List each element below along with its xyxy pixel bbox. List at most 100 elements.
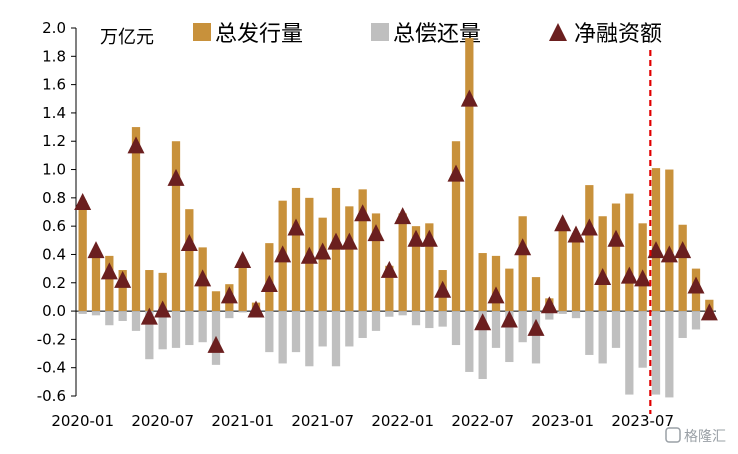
issuance-bar xyxy=(385,265,394,312)
issuance-bar xyxy=(638,223,647,312)
net-financing-marker xyxy=(500,310,518,328)
legend-marker-net-financing xyxy=(549,23,567,41)
repayment-bar xyxy=(145,311,154,360)
repayment-bar xyxy=(225,311,234,319)
net-financing-markers xyxy=(74,89,718,353)
issuance-bar xyxy=(465,37,474,312)
net-financing-marker xyxy=(380,260,398,278)
legend-swatch-issuance xyxy=(193,23,211,41)
repayment-bar xyxy=(345,311,354,347)
x-tick-label: 2023-01 xyxy=(531,412,594,430)
net-financing-marker xyxy=(434,280,452,298)
y-tick-label: 1.6 xyxy=(42,76,66,94)
issuance-bar xyxy=(345,206,354,312)
repayment-bar xyxy=(291,311,301,353)
net-financing-marker xyxy=(447,164,465,182)
issuance-bar xyxy=(145,270,154,312)
net-financing-marker xyxy=(580,218,598,236)
issuance-bar xyxy=(105,255,114,312)
repayment-bar xyxy=(131,311,141,331)
repayment-bar xyxy=(198,311,207,343)
net-financing-marker xyxy=(180,234,198,252)
net-financing-marker xyxy=(420,229,438,247)
y-tick-label: 1.0 xyxy=(42,161,66,179)
net-financing-marker xyxy=(527,318,545,336)
repayment-bar xyxy=(118,311,127,321)
net-financing-marker xyxy=(167,168,185,186)
issuance-bar xyxy=(425,223,434,312)
y-tick-label: 1.4 xyxy=(42,104,66,122)
issuance-bar xyxy=(558,228,567,312)
repayment-bar xyxy=(158,311,167,350)
x-tick-label: 2022-01 xyxy=(371,412,434,430)
net-financing-marker xyxy=(474,313,492,331)
net-financing-marker xyxy=(314,242,332,260)
net-financing-marker xyxy=(460,89,478,107)
repayment-bar xyxy=(425,311,434,329)
net-financing-marker xyxy=(74,192,92,210)
net-financing-marker xyxy=(594,267,612,285)
y-axis: 2.0 1.8 1.6 1.4 1.2 1.0 0.8 0.6 0.4 0.2 0.0 -0.2 -0.… xyxy=(37,19,77,405)
unit-label: 万亿元 xyxy=(100,27,154,48)
net-financing-marker xyxy=(647,241,665,259)
net-financing-marker xyxy=(207,335,225,353)
y-tick-label: 0.8 xyxy=(42,189,66,207)
net-financing-marker xyxy=(634,269,652,287)
watermark: 格隆汇 xyxy=(665,427,726,445)
net-financing-marker xyxy=(394,207,412,225)
repayment-bar xyxy=(558,311,567,314)
repayment-bar xyxy=(531,311,541,364)
y-tick-label: 0.4 xyxy=(42,245,66,263)
repayment-bar xyxy=(638,311,647,368)
issuance-bar xyxy=(571,233,581,312)
repayment-bar xyxy=(91,311,101,316)
issuance-bar xyxy=(611,203,621,312)
net-financing-marker xyxy=(274,245,292,263)
net-financing-marker xyxy=(354,204,372,222)
issuance-bar xyxy=(238,260,247,312)
net-financing-marker xyxy=(327,232,345,250)
issuance-bar xyxy=(158,272,167,312)
net-financing-marker xyxy=(154,300,172,318)
watermark-logo-icon xyxy=(665,427,681,443)
issuance-bar xyxy=(478,253,487,312)
repayment-bar xyxy=(651,311,661,395)
net-financing-marker xyxy=(607,229,625,247)
issuance-bar xyxy=(531,277,541,312)
net-financing-marker xyxy=(540,296,558,314)
x-tick-label: 2020-01 xyxy=(51,412,114,430)
issuance-bar xyxy=(651,168,661,312)
repayment-bar xyxy=(411,311,421,326)
net-financing-marker xyxy=(220,286,238,304)
net-financing-marker xyxy=(114,270,132,288)
net-financing-marker xyxy=(687,276,705,294)
net-financing-marker xyxy=(487,286,505,304)
net-financing-marker xyxy=(567,225,585,243)
watermark-text: 格隆汇 xyxy=(684,429,726,445)
net-financing-marker xyxy=(140,307,158,325)
repayment-bar xyxy=(318,311,327,347)
repayment-bar xyxy=(331,311,341,367)
repayment-bar xyxy=(451,311,461,346)
net-financing-marker xyxy=(514,238,532,256)
net-financing-marker xyxy=(700,303,718,321)
net-financing-marker xyxy=(674,241,692,259)
net-financing-marker xyxy=(87,241,105,259)
net-financing-marker xyxy=(287,218,305,236)
repayment-bar xyxy=(398,311,407,316)
y-tick-label: 0.2 xyxy=(42,274,66,292)
net-financing-marker xyxy=(620,266,638,284)
issuance-bar xyxy=(78,200,87,312)
net-financing-marker xyxy=(260,275,278,293)
repayment-bar xyxy=(371,311,381,331)
y-tick-label: 0.0 xyxy=(42,302,66,320)
net-financing-marker xyxy=(247,300,265,318)
net-financing-marker xyxy=(127,136,145,154)
repayment-bar xyxy=(438,311,447,327)
issuance-bar xyxy=(411,226,421,312)
legend: 万亿元 总发行量 总偿还量 净融资额 xyxy=(100,22,662,48)
repayment-bar xyxy=(678,311,687,338)
repayment-bar xyxy=(278,311,287,364)
repayment-bar xyxy=(545,311,554,320)
